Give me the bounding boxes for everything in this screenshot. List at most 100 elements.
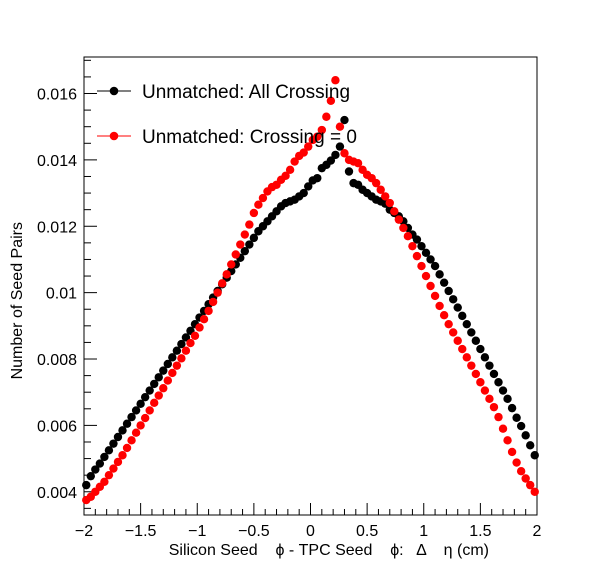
data-point bbox=[530, 487, 539, 496]
data-point bbox=[512, 413, 521, 422]
data-point bbox=[462, 319, 471, 329]
data-point bbox=[159, 384, 168, 393]
data-point bbox=[313, 173, 322, 183]
data-point bbox=[498, 424, 508, 433]
data-point bbox=[127, 436, 136, 445]
data-point bbox=[494, 378, 503, 387]
data-point bbox=[254, 200, 263, 209]
data-point bbox=[95, 459, 105, 468]
data-point bbox=[458, 344, 467, 354]
data-point bbox=[140, 392, 150, 402]
data-point bbox=[181, 333, 191, 342]
data-point bbox=[489, 402, 499, 412]
data-point bbox=[439, 311, 449, 320]
data-point bbox=[448, 295, 458, 304]
data-point bbox=[462, 353, 471, 362]
data-point bbox=[408, 241, 417, 251]
data-point bbox=[435, 270, 444, 279]
data-point bbox=[154, 373, 163, 382]
data-point bbox=[412, 251, 422, 261]
y-tick-label: 0.006 bbox=[37, 418, 77, 435]
data-point bbox=[353, 159, 363, 168]
data-point bbox=[467, 328, 476, 337]
data-point bbox=[136, 399, 145, 409]
data-point bbox=[476, 344, 485, 354]
data-point bbox=[86, 471, 95, 481]
data-point bbox=[376, 185, 385, 194]
data-point bbox=[145, 406, 154, 415]
data-point bbox=[258, 193, 268, 203]
data-point bbox=[172, 346, 182, 355]
y-axis-title: Number of Seed Pairs bbox=[9, 222, 26, 379]
data-point bbox=[507, 403, 517, 413]
data-point bbox=[227, 260, 236, 269]
series-crossing-zero bbox=[82, 76, 539, 505]
data-point bbox=[526, 441, 535, 450]
legend-label-crossing-zero: Unmatched: Crossing = 0 bbox=[142, 127, 357, 148]
data-point bbox=[507, 447, 517, 457]
data-point bbox=[150, 379, 159, 389]
data-point bbox=[444, 319, 453, 329]
data-point bbox=[371, 178, 381, 188]
data-point bbox=[304, 182, 313, 191]
data-point bbox=[163, 359, 173, 369]
data-point bbox=[494, 412, 503, 422]
data-point bbox=[186, 338, 195, 348]
data-point bbox=[485, 361, 494, 370]
legend-marker-crossing-zero bbox=[109, 131, 119, 141]
data-point bbox=[245, 220, 254, 229]
data-point bbox=[127, 412, 136, 422]
data-point bbox=[217, 279, 227, 288]
x-tick-label: −1 bbox=[188, 523, 206, 540]
data-point bbox=[480, 353, 490, 362]
data-point bbox=[208, 297, 218, 307]
data-point bbox=[222, 270, 231, 279]
data-point bbox=[521, 431, 530, 440]
data-point bbox=[236, 240, 245, 249]
data-point bbox=[109, 464, 118, 473]
x-axis-title: Silicon Seed ϕ - TPC Seed ϕ: Δ η (cm) bbox=[169, 542, 489, 559]
data-point bbox=[426, 281, 435, 291]
data-point bbox=[453, 336, 462, 345]
x-tick-label: 0.5 bbox=[356, 523, 378, 540]
data-point bbox=[240, 230, 250, 239]
data-point bbox=[317, 125, 327, 135]
data-point bbox=[290, 157, 299, 166]
data-point bbox=[231, 250, 240, 259]
data-point bbox=[118, 426, 127, 435]
data-point bbox=[159, 366, 168, 375]
data-point bbox=[122, 419, 132, 428]
data-point bbox=[485, 394, 494, 404]
data-point bbox=[439, 278, 449, 287]
data-point bbox=[177, 354, 186, 363]
data-point bbox=[412, 235, 422, 244]
data-point bbox=[299, 188, 308, 198]
data-point bbox=[131, 406, 141, 415]
data-point bbox=[480, 386, 490, 395]
data-point bbox=[326, 156, 336, 165]
data-point bbox=[476, 378, 485, 387]
data-point bbox=[421, 248, 431, 258]
y-tick-label: 0.014 bbox=[37, 153, 77, 170]
data-point bbox=[140, 413, 150, 423]
data-point bbox=[249, 208, 259, 218]
data-point bbox=[417, 261, 426, 271]
data-point bbox=[526, 480, 535, 490]
data-point bbox=[417, 241, 426, 251]
data-point bbox=[190, 331, 200, 340]
data-point bbox=[516, 421, 526, 431]
data-point bbox=[168, 353, 177, 362]
data-point bbox=[313, 132, 322, 141]
data-point bbox=[467, 361, 476, 370]
x-tick-label: 1.5 bbox=[469, 523, 491, 540]
data-point bbox=[168, 368, 177, 378]
data-point bbox=[335, 142, 345, 151]
legend-marker-all-crossing bbox=[109, 86, 119, 96]
data-point bbox=[381, 192, 390, 201]
data-point bbox=[521, 474, 530, 483]
data-point bbox=[340, 115, 349, 125]
data-point bbox=[385, 198, 394, 208]
data-point bbox=[403, 232, 413, 241]
